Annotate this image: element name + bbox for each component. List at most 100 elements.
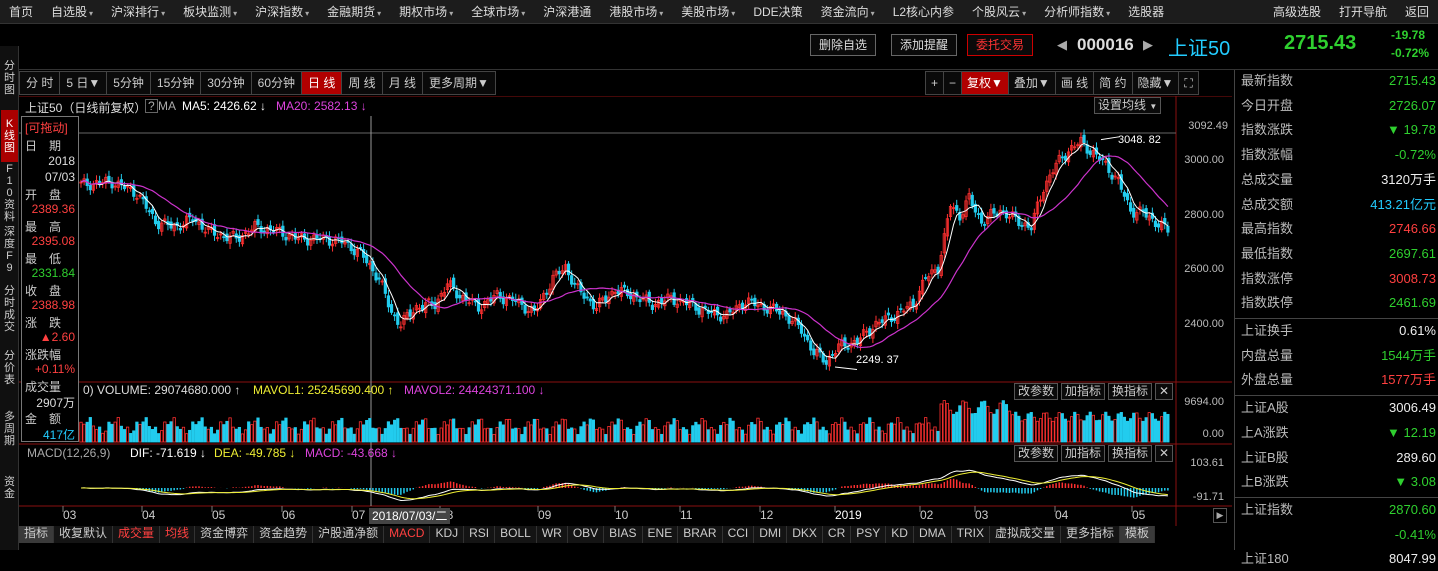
indicator-tab[interactable]: 资金博弈 — [195, 526, 255, 543]
menu-item[interactable]: 选股器 — [1128, 4, 1165, 19]
indicator-tab[interactable]: RSI — [464, 526, 496, 543]
period-tab[interactable]: 5 日▼ — [59, 71, 107, 95]
ma20-legend: MA20: 2582.13 ↓ — [276, 99, 367, 113]
edit-params-button[interactable]: 改参数 — [1014, 383, 1059, 400]
next-stock-icon[interactable]: ▶ — [1143, 37, 1153, 52]
kline-chart[interactable] — [19, 96, 1232, 526]
candle-body — [771, 303, 776, 307]
volume-bar — [678, 429, 682, 443]
indicator-tab[interactable]: DMA — [913, 526, 952, 543]
left-nav-item[interactable]: 资金 — [4, 476, 15, 500]
menu-item[interactable]: 自选股 ▾ — [51, 4, 94, 19]
period-tab[interactable]: 分 时 — [19, 71, 60, 95]
menu-item[interactable]: 返回 — [1404, 4, 1429, 19]
menu-item[interactable]: DDE决策 — [753, 4, 803, 19]
add-indicator-button[interactable]: 加指标 — [1061, 445, 1106, 462]
prev-stock-icon[interactable]: ◀ — [1057, 37, 1067, 52]
edit-params-button[interactable]: 改参数 — [1014, 445, 1059, 462]
indicator-tab[interactable]: TRIX — [951, 526, 990, 543]
indicator-tab[interactable]: DMI — [754, 526, 788, 543]
period-tab[interactable]: 60分钟 — [250, 71, 301, 95]
volume-bar — [1023, 419, 1027, 443]
remove-watchlist-button[interactable]: 删除自选 — [810, 34, 877, 56]
trade-button[interactable]: 委托交易 — [967, 34, 1034, 56]
menu-item[interactable]: 全球市场 ▾ — [471, 4, 526, 19]
menu-item[interactable]: 金融期货 ▾ — [327, 4, 382, 19]
menu-item[interactable]: 港股市场 ▾ — [609, 4, 664, 19]
menu-item[interactable]: 个股风云 ▾ — [972, 4, 1027, 19]
period-tab[interactable]: 更多周期▼ — [422, 71, 496, 95]
menu-item[interactable]: 打开导航 — [1338, 4, 1387, 19]
close-panel-icon[interactable]: ✕ — [1155, 445, 1174, 462]
close-panel-icon[interactable]: ✕ — [1155, 383, 1174, 400]
period-tab[interactable]: 日 线 — [301, 71, 342, 95]
indicator-tab[interactable]: PSY — [851, 526, 887, 543]
period-tab[interactable]: 30分钟 — [200, 71, 251, 95]
indicator-tab[interactable]: KD — [886, 526, 914, 543]
set-ma-button[interactable]: 设置均线 ▼ — [1094, 97, 1162, 114]
indicator-tab[interactable]: 虚拟成交量 — [989, 526, 1061, 543]
indicator-tab[interactable]: BRAR — [678, 526, 723, 543]
scroll-right-icon[interactable]: ▶ — [1213, 508, 1227, 523]
chart-tool-button[interactable]: 复权▼ — [961, 71, 1008, 95]
add-indicator-button[interactable]: 加指标 — [1061, 383, 1106, 400]
chart-tool-button[interactable]: − — [943, 71, 962, 95]
chart-tool-button[interactable]: 画 线 — [1054, 71, 1094, 95]
indicator-tab[interactable]: DKX — [787, 526, 823, 543]
left-nav-item[interactable]: 分时图 — [4, 60, 15, 96]
period-tab[interactable]: 周 线 — [341, 71, 382, 95]
indicator-tab[interactable]: BOLL — [495, 526, 537, 543]
candle-body — [1079, 136, 1083, 148]
indicator-tab[interactable]: 成交量 — [113, 526, 161, 543]
menu-item[interactable]: 首页 — [9, 4, 34, 19]
indicator-tab[interactable]: BIAS — [604, 526, 643, 543]
left-nav-item[interactable]: 多周期 — [4, 411, 15, 447]
indicator-tab[interactable]: 均线 — [160, 526, 196, 543]
menu-item[interactable]: 沪深指数 ▾ — [255, 4, 310, 19]
help-icon[interactable]: ? — [145, 99, 158, 113]
candle-body — [759, 303, 763, 306]
indicator-tab[interactable]: 更多指标 — [1060, 526, 1120, 543]
candle-body — [737, 304, 741, 308]
indicator-tab[interactable]: MACD — [384, 526, 431, 543]
menu-item[interactable]: 板块监测 ▾ — [183, 4, 238, 19]
add-alert-button[interactable]: 添加提醒 — [891, 34, 958, 56]
menu-item[interactable]: 美股市场 ▾ — [681, 4, 736, 19]
menu-item[interactable]: 高级选股 — [1272, 4, 1321, 19]
indicator-tab[interactable]: WR — [536, 526, 568, 543]
indicator-tab[interactable]: 资金趋势 — [254, 526, 314, 543]
chart-tool-button[interactable]: 简 约 — [1093, 71, 1132, 95]
indicator-tab[interactable]: CR — [822, 526, 852, 543]
switch-indicator-button[interactable]: 换指标 — [1108, 383, 1153, 400]
indicator-tab[interactable]: 收复默认 — [54, 526, 114, 543]
left-nav-item[interactable]: 分价表 — [4, 350, 15, 386]
chart-tool-button[interactable]: ⛶ — [1178, 71, 1199, 95]
candle-body — [790, 320, 794, 325]
left-nav-item[interactable]: 分时成交 — [4, 285, 15, 333]
menu-item[interactable]: 期权市场 ▾ — [399, 4, 454, 19]
indicator-tab[interactable]: CCI — [722, 526, 755, 543]
period-tab[interactable]: 月 线 — [381, 71, 423, 95]
chart-tool-button[interactable]: + — [925, 71, 944, 95]
crosshair-info-box[interactable]: [可拖动] 日 期 2018 07/03 开 盘 2389.36 最 高 239… — [21, 116, 79, 442]
menu-item[interactable]: L2核心内参 — [892, 4, 955, 19]
menu-item[interactable]: 沪深排行 ▾ — [111, 4, 166, 19]
menu-item[interactable]: 沪深港通 — [543, 4, 592, 19]
indicator-tab[interactable]: OBV — [567, 526, 605, 543]
indicator-tab[interactable]: 指标 — [19, 526, 55, 543]
indicator-tab[interactable]: ENE — [642, 526, 679, 543]
volume-bar — [964, 401, 968, 443]
period-tab[interactable]: 5分钟 — [106, 71, 150, 95]
period-tab[interactable]: 15分钟 — [149, 71, 201, 95]
chart-tool-button[interactable]: 叠加▼ — [1007, 71, 1055, 95]
chart-tool-button[interactable]: 隐藏▼ — [1131, 71, 1179, 95]
menu-item[interactable]: 资金流向 ▾ — [820, 4, 875, 19]
indicator-tab[interactable]: 沪股通净额 — [313, 526, 385, 543]
menu-item[interactable]: 分析师指数 ▾ — [1044, 4, 1111, 19]
indicator-tab[interactable]: KDJ — [430, 526, 465, 543]
switch-indicator-button[interactable]: 换指标 — [1108, 445, 1153, 462]
indicator-tab[interactable]: 模板 — [1120, 526, 1156, 543]
